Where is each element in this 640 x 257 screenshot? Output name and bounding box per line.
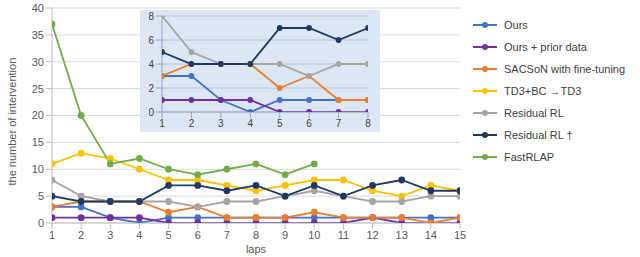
svg-text:35: 35 — [32, 29, 44, 41]
html-text:SACSoN with fine-tuning: SACSoN with fine-tuning — [504, 63, 626, 75]
svg-text:8: 8 — [365, 118, 371, 129]
svg-text:2: 2 — [189, 118, 195, 129]
svg-text:the number of intervention: the number of intervention — [8, 58, 18, 186]
html-text:Residual RL †: Residual RL † — [504, 129, 573, 141]
html-text:Residual RL: Residual RL — [504, 107, 564, 119]
svg-text:8: 8 — [148, 11, 154, 22]
svg-text:2: 2 — [78, 229, 84, 241]
svg-text:5: 5 — [277, 118, 283, 129]
svg-text:2: 2 — [148, 83, 154, 94]
svg-text:0: 0 — [148, 107, 154, 118]
svg-text:12: 12 — [366, 229, 378, 241]
svg-text:6: 6 — [195, 229, 201, 241]
svg-text:3: 3 — [218, 118, 224, 129]
html-text:FastRLAP: FastRLAP — [504, 151, 555, 163]
svg-text:7: 7 — [336, 118, 342, 129]
svg-text:4: 4 — [148, 59, 154, 70]
svg-text:30: 30 — [32, 56, 44, 68]
svg-text:6: 6 — [148, 35, 154, 46]
svg-text:laps: laps — [246, 243, 267, 255]
svg-text:3: 3 — [107, 229, 113, 241]
svg-text:4: 4 — [136, 229, 142, 241]
svg-text:25: 25 — [32, 83, 44, 95]
svg-text:5: 5 — [38, 190, 44, 202]
svg-text:1: 1 — [159, 118, 165, 129]
svg-text:6: 6 — [306, 118, 312, 129]
svg-text:9: 9 — [282, 229, 288, 241]
svg-text:10: 10 — [308, 229, 320, 241]
svg-text:13: 13 — [396, 229, 408, 241]
svg-text:7: 7 — [224, 229, 230, 241]
svg-text:8: 8 — [253, 229, 259, 241]
svg-text:11: 11 — [338, 229, 349, 241]
svg-text:1: 1 — [49, 229, 55, 241]
svg-text:14: 14 — [425, 229, 437, 241]
html-text:Ours + prior data: Ours + prior data — [504, 41, 587, 53]
svg-text:15: 15 — [454, 229, 466, 241]
html-text:Ours: Ours — [504, 19, 528, 31]
svg-text:5: 5 — [166, 229, 172, 241]
svg-text:20: 20 — [32, 109, 44, 121]
svg-text:10: 10 — [32, 163, 44, 175]
svg-text:40: 40 — [32, 2, 44, 14]
html-text:TD3+BC →TD3: TD3+BC →TD3 — [504, 85, 582, 97]
svg-text:0: 0 — [38, 217, 44, 229]
svg-text:4: 4 — [248, 118, 254, 129]
svg-text:15: 15 — [32, 136, 44, 148]
